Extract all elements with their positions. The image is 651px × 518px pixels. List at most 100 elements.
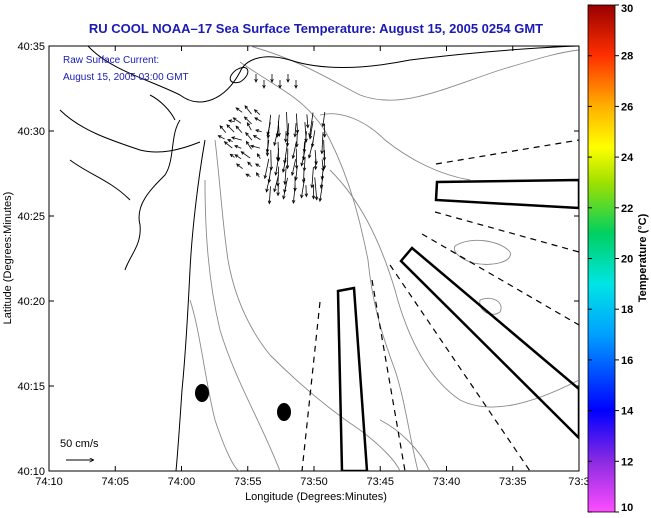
current-vector [303, 157, 306, 171]
current-vector-head [273, 142, 277, 147]
current-vector-head [304, 138, 308, 143]
current-vector-head [245, 173, 250, 178]
annotation-line-2: August 15, 2005 03:00 GMT [63, 72, 189, 83]
current-vector [257, 153, 261, 159]
current-vector [277, 148, 280, 161]
current-vector-head [265, 152, 270, 157]
current-vector [314, 177, 318, 200]
y-tick-label: 40:35 [17, 41, 45, 53]
current-vector-head [313, 166, 318, 171]
current-vector [314, 150, 317, 165]
current-vector [296, 130, 298, 147]
current-vector [233, 117, 242, 124]
current-vector [294, 123, 297, 137]
current-vector [284, 140, 289, 164]
current-vector-head [322, 133, 327, 138]
x-tick-label: 73:45 [366, 476, 394, 488]
x-tick-label: 73:3 [568, 476, 589, 488]
current-vector-head [321, 123, 325, 128]
current-vector-head [228, 119, 233, 123]
current-vector-head [255, 163, 260, 167]
current-vector [311, 166, 314, 188]
current-vector [306, 114, 309, 128]
current-vector-head [235, 107, 240, 111]
current-vector-head [217, 135, 222, 139]
current-vector [228, 120, 235, 123]
current-vector [309, 112, 314, 137]
current-vector [301, 149, 306, 166]
swath-edge-lines [301, 139, 579, 471]
current-vector [305, 185, 307, 197]
annotation-line-1: Raw Surface Current: [63, 55, 159, 66]
current-vector-head [301, 156, 306, 161]
current-vector [266, 140, 270, 153]
current-vector [236, 163, 243, 170]
current-vector-head [244, 105, 249, 110]
y-tick-label: 40:10 [17, 466, 45, 478]
current-vector-head [267, 200, 272, 205]
current-vector [253, 135, 261, 141]
current-vector-head [276, 192, 280, 197]
colorbar-tick-label: 12 [621, 456, 633, 468]
current-vector [234, 154, 242, 160]
x-tick-label: 73:35 [499, 476, 527, 488]
current-vector [245, 132, 253, 141]
current-vector [254, 117, 262, 122]
current-vector-head [305, 124, 310, 129]
colorbar-tick-label: 14 [621, 406, 634, 418]
current-vector-head [253, 109, 258, 113]
current-vector [309, 121, 314, 139]
x-axis-label: Longitude (Degrees:Minutes) [245, 491, 387, 503]
colorbar-tick-label: 28 [621, 51, 633, 63]
current-vector [235, 107, 243, 113]
current-vector [282, 157, 287, 173]
current-vector [247, 122, 252, 131]
current-vector-head [249, 144, 255, 149]
current-vector-head [256, 153, 261, 158]
current-vector-head [314, 161, 318, 166]
current-vector-head [274, 171, 278, 176]
current-vector-head [304, 193, 309, 198]
colorbar-tick-label: 16 [621, 355, 633, 367]
bathymetry-contours [189, 46, 579, 471]
scale-label: 50 cm/s [60, 438, 99, 450]
current-vector-head [285, 165, 290, 170]
current-vector-head [290, 171, 295, 177]
current-vector-head [294, 84, 298, 89]
chart-title: RU COOL NOAA–17 Sea Surface Temperature:… [89, 21, 543, 36]
current-vector [273, 175, 279, 192]
current-vector [264, 158, 270, 179]
current-vector [319, 184, 323, 202]
x-tick-label: 74:05 [101, 476, 129, 488]
current-vector [321, 132, 324, 154]
current-vector-head [223, 141, 228, 145]
current-vector-head [254, 117, 259, 121]
current-vector-head [282, 195, 286, 200]
y-axis-label: Latitude (Degrees:Minutes) [2, 192, 14, 325]
current-vector [286, 111, 288, 136]
current-vector [308, 140, 314, 158]
swath-outlines [336, 178, 579, 471]
current-vector [275, 157, 279, 176]
current-vector [247, 161, 253, 167]
current-vector-head [270, 78, 274, 83]
current-vector-head [219, 125, 224, 130]
colorbar-tick-label: 30 [621, 3, 633, 15]
current-vector [244, 105, 252, 115]
current-vector-head [293, 187, 297, 192]
current-vector-head [226, 124, 231, 128]
colorbar-tick-label: 10 [621, 502, 633, 514]
x-tick-label: 73:40 [433, 476, 461, 488]
y-tick-label: 40:25 [17, 211, 45, 223]
current-vector-head [283, 181, 287, 186]
current-vector-head [307, 154, 312, 159]
x-tick-label: 74:10 [35, 476, 63, 488]
current-vector-head [278, 84, 282, 89]
x-tick-label: 73:50 [300, 476, 328, 488]
current-vector-head [320, 150, 324, 155]
map-layer [59, 46, 579, 471]
current-vector-head [231, 136, 236, 140]
current-vector-head [234, 154, 239, 158]
station-marker [195, 384, 209, 402]
